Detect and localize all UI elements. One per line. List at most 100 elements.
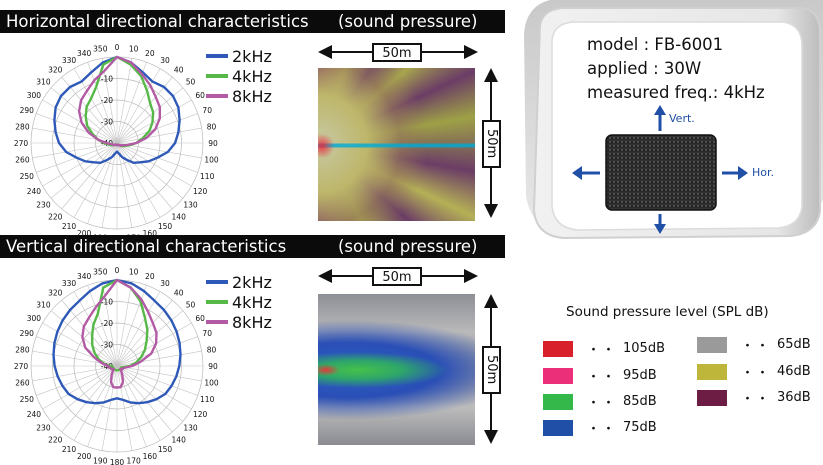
horizontal-legend: 2kHz 4kHz 8kHz: [206, 46, 272, 106]
polar-spoke: [116, 365, 202, 382]
polar-spoke: [116, 76, 173, 144]
angle-tick-label: 210: [62, 445, 77, 454]
angle-tick-label: 50: [186, 77, 196, 86]
horizontal-subtitle: (sound pressure): [338, 12, 478, 31]
angle-tick-label: 40: [174, 65, 184, 74]
polar-spoke: [116, 365, 184, 422]
product-applied-power: applied : 30W: [587, 59, 702, 78]
spl-item-65db: ・・ 65dB: [697, 335, 811, 354]
angle-tick-label: 310: [36, 300, 51, 309]
angle-tick-label: 70: [202, 106, 212, 115]
angle-tick-label: 290: [20, 329, 35, 338]
series-line-2khz: [52, 278, 182, 405]
polar-spoke: [116, 142, 133, 228]
polar-spoke: [116, 291, 161, 367]
angle-tick-label: 60: [195, 314, 205, 323]
angle-tick-label: 80: [207, 345, 217, 354]
angle-tick-label: 130: [183, 424, 198, 433]
polar-spoke: [61, 76, 118, 144]
angle-tick-label: 230: [36, 201, 51, 210]
spl-item-46db: ・・ 46dB: [697, 362, 811, 381]
angle-tick-label: 250: [20, 395, 35, 404]
polar-spoke: [101, 58, 118, 144]
legend-item-4khz: 4kHz: [206, 66, 272, 86]
spl-label: 95dB: [623, 368, 657, 383]
angle-tick-label: 110: [200, 395, 215, 404]
spl-dots: ・・: [741, 339, 772, 354]
spl-dots: ・・: [587, 343, 618, 358]
angle-tick-label: 80: [207, 122, 217, 131]
angle-tick-label: 140: [172, 213, 187, 222]
vertical-width-label: 50m: [372, 267, 422, 286]
polar-spoke: [50, 142, 118, 199]
spl-swatch: [543, 367, 573, 384]
angle-tick-label: 0: [115, 266, 120, 275]
spl-legend-title: Sound pressure level (SPL dB): [566, 304, 769, 320]
polar-spoke: [116, 365, 198, 396]
polar-spoke: [73, 291, 118, 367]
angle-tick-label: 0: [115, 43, 120, 52]
vertical-depth-label: 50m: [482, 346, 501, 394]
legend-swatch: [206, 280, 228, 284]
angle-tick-label: 230: [36, 424, 51, 433]
spl-swatch: [697, 336, 727, 353]
spl-item-95db: ・・ 95dB: [543, 366, 657, 385]
angle-tick-label: 10: [129, 44, 139, 53]
angle-tick-label: 90: [208, 362, 218, 371]
angle-tick-label: 270: [14, 362, 29, 371]
legend-label: 4kHz: [232, 292, 272, 312]
angle-tick-label: 310: [36, 77, 51, 86]
angle-tick-label: 180: [110, 458, 125, 465]
vertical-title: Vertical directional characteristics: [6, 237, 287, 256]
vertical-legend: 2kHz 4kHz 8kHz: [206, 272, 272, 332]
spl-swatch: [697, 363, 727, 380]
angle-tick-label: 350: [93, 267, 108, 276]
angle-tick-label: 20: [145, 272, 155, 281]
vertical-title-band: Vertical directional characteristics (so…: [0, 235, 505, 258]
spl-item-85db: ・・ 85dB: [543, 392, 657, 411]
polar-spoke: [73, 142, 118, 218]
polar-spoke: [36, 365, 118, 396]
angle-tick-label: 270: [14, 139, 29, 148]
legend-label: 4kHz: [232, 66, 272, 86]
angle-tick-label: 290: [20, 106, 35, 115]
series-line-8khz: [81, 278, 158, 389]
polar-spoke: [42, 365, 118, 410]
legend-label: 2kHz: [232, 272, 272, 292]
angle-tick-label: 30: [160, 56, 170, 65]
polar-spoke: [61, 142, 118, 210]
angle-tick-label: 300: [27, 314, 42, 323]
polar-spoke: [116, 127, 202, 144]
angle-tick-label: 240: [27, 187, 42, 196]
spl-label: 105dB: [623, 341, 665, 356]
angle-tick-label: 130: [183, 201, 198, 210]
vertical-sound-field-map: [318, 294, 475, 445]
series-line-2khz: [53, 55, 181, 164]
polar-spoke: [116, 58, 133, 144]
legend-swatch: [206, 94, 228, 98]
polar-spoke: [116, 299, 173, 367]
angle-tick-label: 280: [15, 122, 30, 131]
spl-dots: ・・: [741, 392, 772, 407]
polar-spoke: [61, 299, 118, 367]
polar-spoke: [42, 322, 118, 367]
spl-label: 85dB: [623, 394, 657, 409]
angle-tick-label: 190: [93, 457, 108, 465]
horizontal-direction-label: Hor.: [752, 166, 775, 179]
horizontal-depth-label: 50m: [482, 120, 501, 168]
legend-item-2khz: 2kHz: [206, 46, 272, 66]
spl-swatch: [543, 419, 573, 436]
angle-tick-label: 10: [129, 267, 139, 276]
spl-dots: ・・: [587, 396, 618, 411]
angle-tick-label: 220: [48, 436, 63, 445]
radial-tick-label: -30: [101, 341, 113, 350]
spl-item-75db: ・・ 75dB: [543, 418, 657, 437]
angle-tick-label: 40: [174, 288, 184, 297]
polar-spoke: [116, 142, 161, 218]
angle-tick-label: 320: [48, 288, 63, 297]
angle-tick-label: 150: [158, 222, 173, 231]
legend-label: 8kHz: [232, 86, 272, 106]
angle-tick-label: 160: [143, 452, 158, 461]
speaker-product-illustration: [524, 0, 823, 240]
angle-tick-label: 20: [145, 49, 155, 58]
